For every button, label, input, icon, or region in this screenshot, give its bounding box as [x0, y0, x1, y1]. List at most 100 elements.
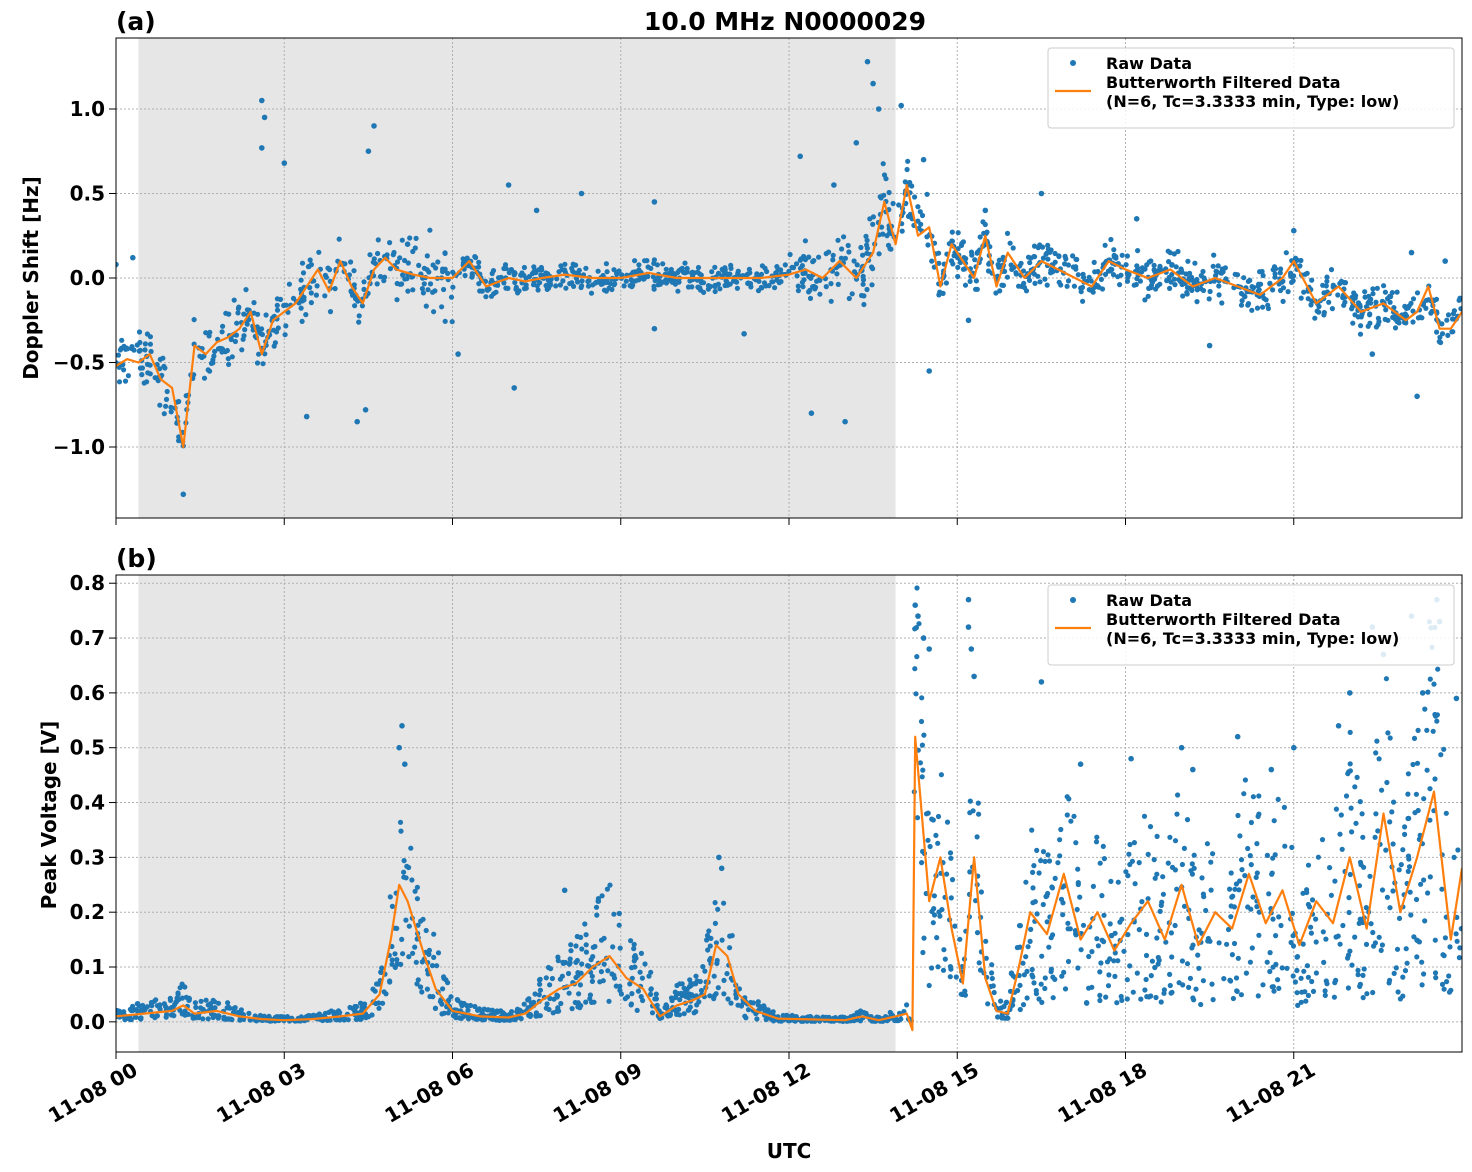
raw-data-point [1415, 807, 1421, 814]
raw-data-point [1130, 989, 1136, 995]
y-tick-label: 0.1 [70, 955, 105, 979]
raw-data-point [685, 284, 692, 290]
raw-data-point [1291, 227, 1297, 234]
raw-data-point [683, 994, 689, 1000]
raw-data-point [1086, 287, 1092, 293]
raw-data-point [1128, 755, 1134, 762]
raw-data-point [707, 943, 713, 949]
raw-data-point [1131, 282, 1137, 288]
raw-data-point [219, 349, 225, 355]
raw-data-point [1063, 256, 1069, 262]
raw-data-point [1256, 281, 1262, 287]
raw-data-point [1360, 972, 1366, 979]
raw-data-point [1374, 285, 1380, 291]
raw-data-point [530, 282, 537, 288]
raw-data-point [709, 269, 715, 275]
raw-data-point [240, 336, 246, 342]
raw-data-point [1410, 761, 1416, 768]
raw-data-point [628, 1001, 635, 1007]
raw-data-point [418, 918, 424, 924]
raw-data-point [1153, 994, 1159, 1001]
raw-data-point [712, 264, 718, 270]
raw-data-point [1332, 878, 1338, 884]
raw-data-point [1216, 940, 1222, 946]
raw-data-point [1453, 931, 1459, 937]
raw-data-point [607, 281, 613, 287]
raw-data-point [1052, 259, 1058, 265]
raw-data-point [259, 145, 265, 151]
raw-data-point [325, 265, 331, 271]
raw-data-point [1326, 299, 1332, 305]
raw-data-point [881, 192, 887, 198]
raw-data-point [567, 281, 573, 287]
raw-data-point [119, 337, 125, 343]
raw-data-point [455, 351, 461, 357]
raw-data-point [879, 224, 885, 230]
raw-data-point [1044, 893, 1050, 899]
raw-data-point [1309, 978, 1315, 985]
raw-data-point [651, 257, 658, 263]
raw-data-point [1309, 277, 1315, 283]
raw-data-point [1314, 308, 1320, 314]
raw-data-point [808, 275, 814, 281]
raw-data-point [1042, 985, 1048, 992]
raw-data-point [817, 277, 823, 283]
raw-data-point [989, 962, 995, 968]
raw-data-point [1118, 993, 1124, 1000]
raw-data-point [864, 286, 870, 293]
raw-data-point [362, 407, 369, 413]
raw-data-point [1451, 854, 1457, 861]
raw-data-point [697, 285, 703, 291]
raw-data-point [1277, 287, 1284, 294]
raw-data-point [561, 887, 568, 894]
raw-data-point [1292, 979, 1298, 985]
raw-data-point [394, 259, 401, 265]
raw-data-point [1305, 974, 1311, 980]
raw-data-point [782, 262, 788, 268]
raw-data-point [432, 288, 438, 294]
raw-data-point [1234, 733, 1241, 740]
raw-data-point [1313, 939, 1319, 945]
raw-data-point [706, 928, 712, 934]
raw-data-point [764, 268, 770, 275]
raw-data-point [722, 269, 728, 275]
raw-data-point [601, 287, 608, 293]
raw-data-point [934, 935, 940, 941]
raw-data-point [917, 209, 923, 215]
raw-data-point [920, 635, 927, 641]
raw-data-point [1427, 874, 1433, 880]
raw-data-point [445, 980, 451, 986]
raw-data-point [1272, 274, 1278, 280]
raw-data-point [562, 267, 568, 273]
raw-data-point [261, 114, 268, 121]
raw-data-point [918, 221, 924, 227]
raw-data-point [1235, 812, 1241, 819]
raw-data-point [1023, 879, 1029, 885]
raw-data-point [1173, 264, 1179, 270]
raw-data-point [203, 997, 209, 1003]
raw-data-point [389, 961, 395, 967]
raw-data-point [1345, 955, 1351, 961]
raw-data-point [331, 1009, 337, 1015]
raw-data-point [1254, 841, 1260, 847]
raw-data-point [199, 354, 205, 361]
panel-b-ylabel: Peak Voltage [V] [37, 721, 61, 910]
raw-data-point [948, 258, 955, 264]
raw-data-point [1364, 991, 1370, 997]
raw-data-point [476, 264, 482, 270]
raw-data-point [583, 265, 589, 271]
raw-data-point [1414, 760, 1421, 766]
raw-data-point [651, 199, 658, 205]
raw-data-point [1184, 289, 1190, 296]
raw-data-point [563, 285, 569, 291]
raw-data-point [978, 889, 985, 895]
raw-data-point [1457, 945, 1462, 951]
legend-filtered-params: (N=6, Tc=3.3333 min, Type: low) [1106, 92, 1399, 111]
y-tick-label: 0.4 [70, 791, 105, 815]
raw-data-point [1213, 268, 1219, 274]
raw-data-point [1328, 267, 1335, 273]
raw-data-point [1224, 941, 1230, 947]
raw-data-point [797, 153, 803, 160]
raw-data-point [1375, 315, 1381, 321]
